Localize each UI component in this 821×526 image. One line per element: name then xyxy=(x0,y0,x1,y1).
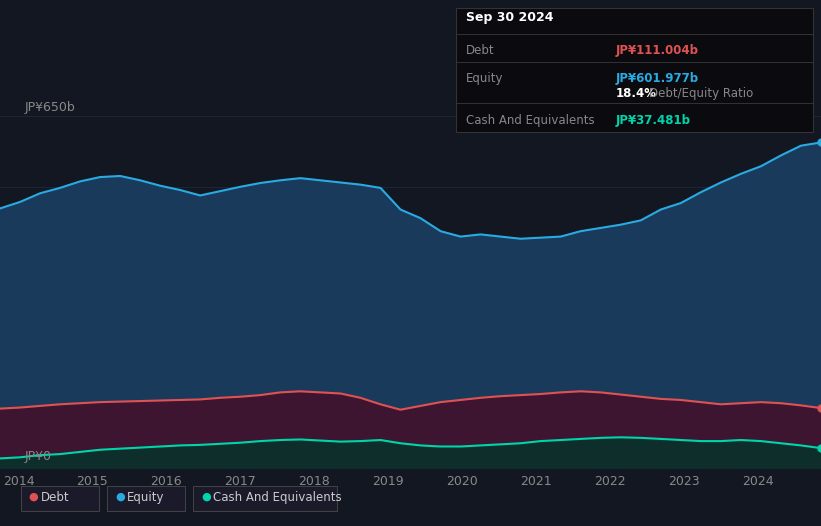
Text: Sep 30 2024: Sep 30 2024 xyxy=(466,12,553,24)
Text: JP¥601.977b: JP¥601.977b xyxy=(616,72,699,85)
Text: Equity: Equity xyxy=(127,491,165,503)
Text: JP¥111.004b: JP¥111.004b xyxy=(616,44,699,57)
Text: ●: ● xyxy=(115,492,125,502)
Text: ●: ● xyxy=(201,492,211,502)
Text: ●: ● xyxy=(29,492,39,502)
Text: JP¥650b: JP¥650b xyxy=(25,101,76,114)
Text: 18.4%: 18.4% xyxy=(616,87,657,100)
Text: Debt/Equity Ratio: Debt/Equity Ratio xyxy=(649,87,753,100)
Text: Cash And Equivalents: Cash And Equivalents xyxy=(213,491,342,503)
Text: JP¥0: JP¥0 xyxy=(25,450,52,463)
Text: JP¥37.481b: JP¥37.481b xyxy=(616,114,690,127)
Text: Equity: Equity xyxy=(466,72,503,85)
Text: Debt: Debt xyxy=(466,44,494,57)
Text: Cash And Equivalents: Cash And Equivalents xyxy=(466,114,594,127)
Text: Debt: Debt xyxy=(41,491,70,503)
